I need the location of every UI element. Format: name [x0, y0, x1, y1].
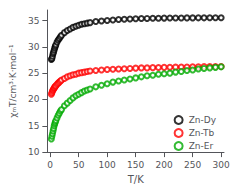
svg-text:300: 300 — [213, 160, 230, 170]
svg-text:Zn-Er: Zn-Er — [189, 141, 214, 151]
svg-text:Zn-Dy: Zn-Dy — [189, 115, 217, 125]
svg-text:100: 100 — [99, 160, 116, 170]
svg-text:10: 10 — [28, 147, 40, 157]
svg-text:250: 250 — [184, 160, 201, 170]
svg-text:20: 20 — [28, 94, 40, 104]
svg-text:35: 35 — [28, 16, 39, 26]
svg-text:30: 30 — [28, 42, 40, 52]
svg-text:T/K: T/K — [127, 174, 144, 185]
svg-text:50: 50 — [73, 160, 85, 170]
svg-text:150: 150 — [127, 160, 144, 170]
svg-text:χₘT/cm³·K·mol⁻¹: χₘT/cm³·K·mol⁻¹ — [8, 44, 18, 118]
svg-text:200: 200 — [156, 160, 173, 170]
svg-text:0: 0 — [47, 160, 53, 170]
svg-text:15: 15 — [28, 121, 39, 131]
svg-text:Zn-Tb: Zn-Tb — [189, 128, 215, 138]
svg-text:25: 25 — [28, 68, 39, 78]
